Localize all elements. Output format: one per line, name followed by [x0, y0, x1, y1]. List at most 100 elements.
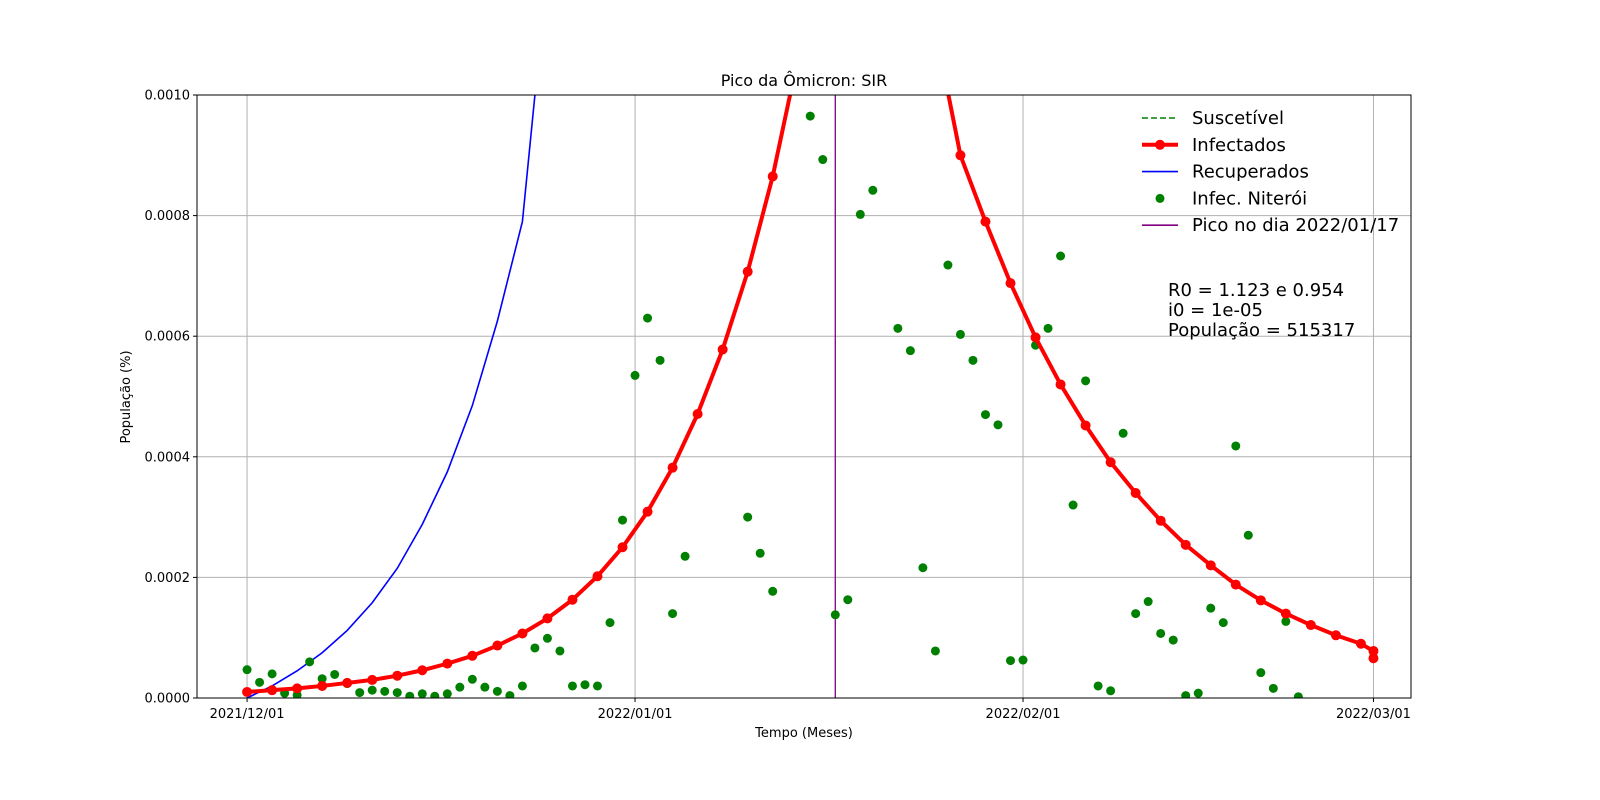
niteroi-point	[380, 686, 390, 696]
niteroi-point	[1018, 655, 1028, 665]
infectados-point	[1030, 332, 1041, 343]
plot-frame	[196, 94, 1412, 699]
legend: Suscetível Infectados Recuperados Infec. Ni…	[1142, 108, 1399, 236]
niteroi-point	[1206, 603, 1216, 613]
niteroi-point	[630, 370, 640, 380]
niteroi-point	[643, 313, 653, 323]
infectados-point	[793, 54, 803, 64]
niteroi-point	[555, 646, 565, 656]
legend-item: Pico no dia 2022/01/17	[1142, 215, 1399, 236]
infectados-point	[742, 266, 753, 277]
niteroi-point	[330, 669, 340, 679]
y-tick-label: 0.0004	[145, 450, 191, 465]
niteroi-point	[542, 633, 552, 643]
y-tick-label: 0.0000	[145, 692, 191, 707]
niteroi-point	[930, 646, 940, 656]
niteroi-point	[367, 685, 377, 695]
niteroi-point	[1093, 681, 1103, 691]
infectados-point	[1255, 595, 1266, 606]
infectados-point	[267, 685, 278, 696]
infectados-point	[317, 680, 328, 691]
niteroi-point	[530, 643, 540, 653]
y-tick-label: 0.0002	[145, 571, 191, 586]
niteroi-point	[1143, 597, 1153, 607]
niteroi-point	[968, 355, 978, 365]
infectados-point	[767, 171, 778, 182]
y-tick-label: 0.0008	[145, 209, 191, 224]
niteroi-point	[655, 355, 665, 365]
niteroi-point	[618, 515, 628, 525]
annotation-line: R0 = 1.123 e 0.954	[1168, 280, 1344, 301]
legend-item: Infectados	[1142, 135, 1286, 156]
infectados-point	[517, 628, 528, 639]
x-axis-ticks: 2021/12/01 2022/01/01 2022/02/01 2022/03/01	[210, 698, 1411, 722]
niteroi-point	[580, 680, 590, 690]
niteroi-point	[1156, 628, 1166, 638]
niteroi-point	[505, 691, 515, 698]
legend-item: Suscetível	[1142, 108, 1284, 129]
x-tick-label: 2021/12/01	[210, 707, 285, 722]
legend-marker	[1155, 139, 1165, 150]
series-infec-niteroi	[242, 111, 1303, 698]
niteroi-point	[918, 563, 928, 573]
infectados-point	[667, 462, 678, 473]
niteroi-point	[1043, 323, 1053, 333]
niteroi-point	[317, 674, 327, 684]
niteroi-point	[855, 209, 865, 219]
y-axis-ticks: 0.0000 0.0002 0.0004 0.0006 0.0008 0.0010	[145, 89, 197, 707]
infectados-point	[442, 658, 453, 669]
niteroi-point	[1281, 616, 1291, 626]
niteroi-point	[492, 686, 502, 696]
y-tick-label: 0.0006	[145, 330, 191, 345]
niteroi-point	[668, 609, 678, 619]
series-recuperados	[246, 95, 536, 698]
infectados-point	[1230, 579, 1241, 590]
niteroi-point	[955, 329, 965, 339]
legend-item: Infec. Niterói	[1155, 188, 1307, 209]
infectados-point	[242, 686, 253, 697]
infectados-point	[1330, 630, 1341, 641]
niteroi-point	[1243, 530, 1253, 540]
infectados-point	[1005, 278, 1016, 289]
niteroi-point	[680, 551, 690, 561]
infectados-point	[1180, 539, 1191, 550]
infectados-point	[567, 594, 578, 605]
niteroi-point	[392, 688, 402, 698]
niteroi-point	[830, 610, 840, 620]
niteroi-point	[1268, 683, 1278, 693]
y-axis-label: População (%)	[119, 350, 134, 443]
niteroi-point	[868, 185, 878, 195]
niteroi-point	[430, 691, 440, 698]
infectados-point	[592, 571, 603, 582]
infectados-point	[692, 408, 703, 419]
x-tick-label: 2022/03/01	[1336, 707, 1411, 722]
niteroi-point	[1231, 441, 1241, 451]
infectados-point	[1080, 420, 1091, 431]
infectados-point	[1280, 608, 1291, 619]
niteroi-point	[1218, 618, 1228, 628]
niteroi-point	[467, 674, 477, 684]
infectados-point	[492, 640, 503, 651]
niteroi-point	[355, 688, 365, 698]
infectados-point	[1305, 620, 1316, 631]
niteroi-point	[1081, 376, 1091, 386]
niteroi-point	[943, 260, 953, 270]
series-infectados	[242, 54, 1379, 697]
infectados-point	[1130, 487, 1141, 498]
legend-item: Recuperados	[1142, 162, 1309, 183]
niteroi-point	[1068, 500, 1078, 510]
niteroi-point	[843, 595, 853, 605]
niteroi-point	[567, 681, 577, 691]
niteroi-point	[1168, 635, 1178, 645]
infectados-point	[392, 670, 403, 681]
annotation-line: i0 = 1e-05	[1168, 300, 1263, 321]
niteroi-point	[255, 677, 265, 687]
x-axis-label: Tempo (Meses)	[754, 726, 853, 741]
niteroi-point	[305, 657, 315, 667]
infectados-point	[642, 506, 653, 517]
niteroi-point	[1006, 656, 1016, 666]
niteroi-point	[1106, 686, 1116, 696]
chart-title: Pico da Ômicron: SIR	[721, 71, 888, 90]
niteroi-point	[1056, 251, 1066, 261]
